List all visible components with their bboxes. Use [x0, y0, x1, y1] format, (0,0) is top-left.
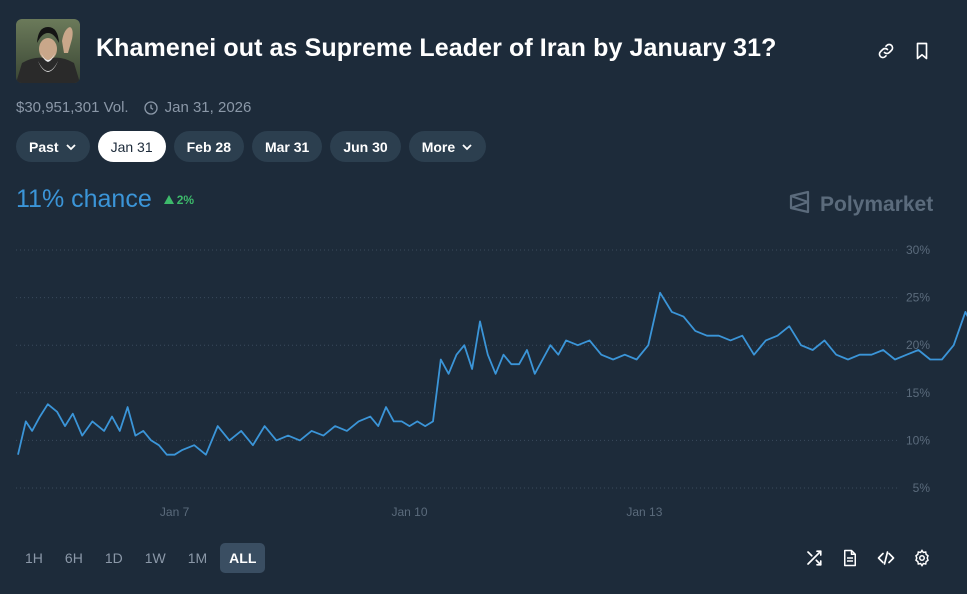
y-axis-labels: 5% 10% 15% 20% 25% 30%: [906, 243, 930, 495]
tab-jun-30[interactable]: Jun 30: [330, 131, 401, 162]
range-6h[interactable]: 6H: [64, 550, 83, 566]
tab-label: Past: [29, 138, 59, 155]
tab-label: Jun 30: [343, 138, 388, 155]
y-tick-label: 25%: [906, 291, 930, 305]
range-1m[interactable]: 1M: [187, 550, 208, 566]
market-meta: $30,951,301 Vol. Jan 31, 2026: [16, 99, 251, 116]
document-icon[interactable]: [840, 548, 860, 568]
bookmark-icon[interactable]: [911, 40, 933, 62]
chance-value: 11% chance: [16, 185, 152, 213]
tab-label: Feb 28: [186, 138, 231, 155]
y-tick-label: 15%: [906, 386, 930, 400]
chevron-down-icon: [65, 141, 77, 153]
x-tick-label: Jan 7: [160, 505, 190, 519]
range-1w[interactable]: 1W: [144, 550, 166, 566]
tab-mar-31[interactable]: Mar 31: [251, 131, 323, 162]
x-tick-label: Jan 10: [391, 505, 427, 519]
price-chart[interactable]: Jan 7 Jan 10 Jan 13 5% 10% 15% 20% 25% 30%: [0, 230, 967, 530]
clock-icon: [143, 100, 159, 116]
brand-logo: Polymarket: [788, 190, 933, 220]
tab-past[interactable]: Past: [16, 131, 90, 162]
x-axis-labels: Jan 7 Jan 10 Jan 13: [160, 505, 663, 519]
tab-more[interactable]: More: [408, 131, 487, 162]
range-1h[interactable]: 1H: [25, 550, 43, 566]
y-tick-label: 10%: [906, 433, 930, 447]
range-1d[interactable]: 1D: [104, 550, 123, 566]
x-tick-label: Jan 13: [626, 505, 662, 519]
chevron-down-icon: [461, 141, 473, 153]
range-all[interactable]: ALL: [220, 543, 266, 573]
tab-label: Jan 31: [110, 138, 153, 155]
tab-label: More: [421, 138, 456, 155]
chance-delta: 2%: [163, 192, 195, 207]
shuffle-icon[interactable]: [804, 548, 824, 568]
time-range-selector: 1H 6H 1D 1W 1M ALL: [16, 543, 266, 573]
date-tabs: Past Jan 31 Feb 28 Mar 31 Jun 30 More: [16, 131, 487, 162]
volume-text: $30,951,301 Vol.: [16, 99, 129, 116]
brand-name: Polymarket: [820, 193, 934, 216]
tab-feb-28[interactable]: Feb 28: [173, 131, 244, 162]
market-image: [16, 19, 80, 83]
tab-jan-31[interactable]: Jan 31: [97, 131, 166, 162]
chance-summary: 11% chance 2%: [16, 185, 194, 214]
page-title: Khamenei out as Supreme Leader of Iran b…: [96, 34, 777, 62]
settings-icon[interactable]: [912, 548, 932, 568]
code-icon[interactable]: [876, 548, 896, 568]
y-tick-label: 20%: [906, 338, 930, 352]
tab-label: Mar 31: [264, 138, 310, 155]
y-tick-label: 30%: [906, 243, 930, 257]
chart-tools: [804, 548, 932, 568]
triangle-up-icon: [163, 193, 174, 207]
y-tick-label: 5%: [913, 481, 931, 495]
delta-value: 2%: [176, 192, 195, 207]
chart-grid: [16, 249, 900, 489]
polymarket-logo-icon: [788, 190, 812, 220]
link-icon[interactable]: [875, 40, 897, 62]
series-line: [17, 291, 967, 456]
end-date-text: Jan 31, 2026: [164, 99, 252, 116]
